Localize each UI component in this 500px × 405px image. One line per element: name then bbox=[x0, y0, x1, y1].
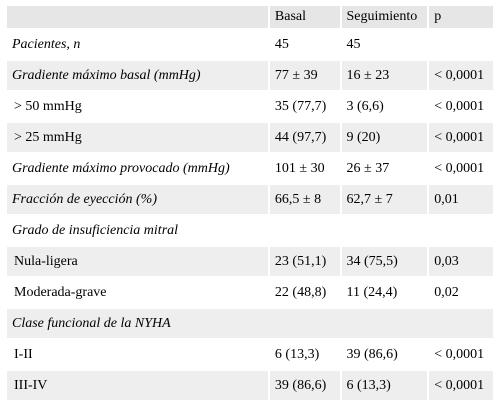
row-label: Gradiente máximo basal (mmHg) bbox=[7, 61, 268, 90]
section-label: Grado de insuficiencia mitral bbox=[12, 222, 179, 238]
row-label: Gradiente máximo provocado (mmHg) bbox=[12, 160, 230, 176]
cell: 62,7 ± 7 bbox=[341, 185, 428, 214]
cell: 6 (13,3) bbox=[341, 371, 428, 400]
cell: 0,03 bbox=[429, 247, 493, 276]
column-header: p bbox=[429, 6, 493, 28]
header-row: Basal Seguimiento p bbox=[7, 6, 493, 28]
row: Nula-ligera 23 (51,1) 34 (75,5) 0,03 bbox=[7, 247, 493, 276]
cell: 35 (77,7) bbox=[274, 98, 327, 114]
cell: 34 (75,5) bbox=[341, 247, 428, 276]
cell: 44 (97,7) bbox=[269, 123, 340, 152]
row: Pacientes, n 45 45 bbox=[7, 30, 493, 59]
cell: 16 ± 23 bbox=[341, 61, 428, 90]
cell: 0,01 bbox=[429, 185, 493, 214]
cell: 22 (48,8) bbox=[274, 284, 327, 300]
column-header: Basal bbox=[269, 6, 340, 28]
row: Gradiente máximo provocado (mmHg) 101 ± 3… bbox=[7, 154, 493, 183]
corner-cell bbox=[7, 6, 268, 28]
row: Gradiente máximo basal (mmHg) 77 ± 39 16 ±… bbox=[7, 61, 493, 90]
cell: 39 (86,6) bbox=[269, 371, 340, 400]
row-label: I-II bbox=[14, 346, 33, 362]
cell: 6 (13,3) bbox=[274, 346, 320, 362]
row: Fracción de eyección (%) 66,5 ± 8 62,7 ± 7… bbox=[7, 185, 493, 214]
cell: < 0,0001 bbox=[429, 61, 493, 90]
cell: < 0,0001 bbox=[434, 160, 485, 176]
cell: < 0,0001 bbox=[429, 371, 493, 400]
section-row: Grado de insuficiencia mitral bbox=[7, 216, 493, 245]
column-header: Seguimiento bbox=[341, 6, 428, 28]
section-row: Clase funcional de la NYHA bbox=[7, 309, 493, 338]
cell bbox=[429, 30, 493, 59]
row-label: Pacientes, n bbox=[12, 36, 81, 52]
cell: 45 bbox=[274, 36, 289, 52]
row-label: Moderada-grave bbox=[14, 284, 107, 300]
cell: 39 (86,6) bbox=[346, 346, 398, 362]
row-label: > 50 mmHg bbox=[14, 98, 82, 114]
cell: 101 ± 30 bbox=[274, 160, 325, 176]
cell: 23 (51,1) bbox=[269, 247, 340, 276]
row: Moderada-grave 22 (48,8) 11 (24,4) 0,02 bbox=[7, 278, 493, 307]
row: III-IV 39 (86,6) 6 (13,3) < 0,0001 bbox=[7, 371, 493, 400]
row-label: > 25 mmHg bbox=[7, 123, 268, 152]
row-label: Nula-ligera bbox=[7, 247, 268, 276]
row: I-II 6 (13,3) 39 (86,6) < 0,0001 bbox=[7, 340, 493, 369]
data-table: Basal Seguimiento p Pacientes, n 45 45 Gra… bbox=[5, 4, 495, 402]
cell: 26 ± 37 bbox=[346, 160, 390, 176]
cell: < 0,0001 bbox=[434, 98, 485, 114]
cell: < 0,0001 bbox=[434, 346, 485, 362]
section-label: Clase funcional de la NYHA bbox=[7, 309, 493, 338]
row-label: III-IV bbox=[7, 371, 268, 400]
cell: 45 bbox=[346, 36, 361, 52]
row-label: Fracción de eyección (%) bbox=[7, 185, 268, 214]
cell: 0,02 bbox=[434, 284, 459, 300]
cell: 77 ± 39 bbox=[269, 61, 340, 90]
cell: 9 (20) bbox=[341, 123, 428, 152]
cell: 3 (6,6) bbox=[346, 98, 384, 114]
row: > 50 mmHg 35 (77,7) 3 (6,6) < 0,0001 bbox=[7, 92, 493, 121]
row: > 25 mmHg 44 (97,7) 9 (20) < 0,0001 bbox=[7, 123, 493, 152]
cell: 66,5 ± 8 bbox=[269, 185, 340, 214]
cell: < 0,0001 bbox=[429, 123, 493, 152]
cell: 11 (24,4) bbox=[346, 284, 398, 300]
